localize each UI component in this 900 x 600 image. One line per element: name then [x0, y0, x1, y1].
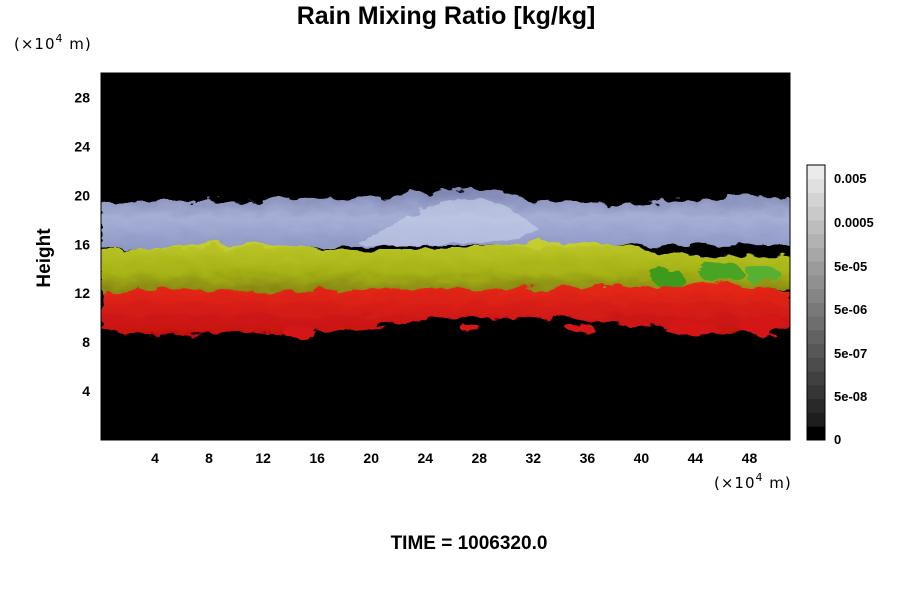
colorbar-tick-label: 0.0005 [834, 215, 874, 230]
colorbar-swatch [807, 371, 825, 386]
colorbar-tick-label: 0.005 [834, 171, 867, 186]
x-tick-label: 4 [151, 450, 159, 466]
x-tick-label: 28 [471, 450, 487, 466]
x-tick-label: 20 [363, 450, 379, 466]
colorbar-swatch [807, 302, 825, 317]
plot-area [100, 72, 791, 441]
colorbar-swatch [807, 412, 825, 427]
plot-frame [100, 72, 791, 441]
mid-layer-band [101, 241, 790, 293]
x-tick-label: 32 [526, 450, 542, 466]
colorbar-swatch [807, 343, 825, 358]
colorbar-swatch [807, 165, 825, 180]
colorbar-swatch [807, 275, 825, 290]
x-tick-label: 36 [580, 450, 596, 466]
colorbar-tick-label: 5e-07 [834, 346, 867, 361]
colorbar-swatch [807, 220, 825, 235]
time-footer: TIME = 1006320.0 [391, 533, 548, 554]
colorbar-tick-label: 5e-05 [834, 259, 867, 274]
chart-title: Rain Mixing Ratio [kg/kg] [297, 2, 596, 30]
y-tick-label: 4 [82, 383, 90, 399]
y-axis-ticks: 4 8 12 16 20 24 28 [74, 89, 90, 399]
colorbar-swatch [807, 330, 825, 345]
colorbar-swatch [807, 288, 825, 303]
field-rendering [101, 187, 790, 337]
rain-layer-band [101, 282, 790, 335]
colorbar-swatch [807, 426, 825, 441]
y-tick-label: 24 [74, 138, 90, 154]
colorbar-swatch [807, 233, 825, 248]
colorbar-swatch [807, 385, 825, 400]
x-axis-unit: (×104 m) [714, 471, 792, 492]
colorbar: 0 5e-08 5e-07 5e-06 5e-05 0.0005 0.005 [806, 164, 874, 447]
y-tick-label: 16 [74, 236, 90, 252]
y-tick-label: 8 [82, 334, 90, 350]
colorbar-swatch [807, 316, 825, 331]
x-tick-label: 48 [742, 450, 758, 466]
colorbar-swatch [807, 206, 825, 221]
x-tick-label: 8 [205, 450, 213, 466]
y-tick-label: 20 [74, 187, 90, 203]
x-tick-label: 12 [255, 450, 271, 466]
x-tick-label: 40 [634, 450, 650, 466]
colorbar-swatch [807, 398, 825, 413]
colorbar-swatch [807, 178, 825, 193]
y-axis-label: Height [34, 228, 55, 288]
green-cells [652, 262, 780, 287]
x-tick-label: 16 [309, 450, 325, 466]
cloud-highlight [360, 199, 540, 247]
y-tick-label: 12 [74, 285, 90, 301]
x-tick-label: 24 [417, 450, 433, 466]
colorbar-swatch [807, 247, 825, 262]
colorbar-swatch [807, 192, 825, 207]
x-axis-ticks: 4 8 12 16 20 24 28 32 36 40 44 48 [151, 450, 757, 466]
y-tick-label: 28 [74, 89, 90, 105]
colorbar-swatch [807, 357, 825, 372]
colorbar-swatch [807, 261, 825, 276]
colorbar-frame [806, 164, 826, 441]
y-axis-unit: (×104 m) [14, 32, 92, 53]
colorbar-tick-label: 5e-08 [834, 389, 867, 404]
colorbar-tick-label: 5e-06 [834, 302, 867, 317]
x-tick-label: 44 [688, 450, 704, 466]
colorbar-tick-label: 0 [834, 432, 841, 447]
rain-droplets [282, 314, 784, 337]
